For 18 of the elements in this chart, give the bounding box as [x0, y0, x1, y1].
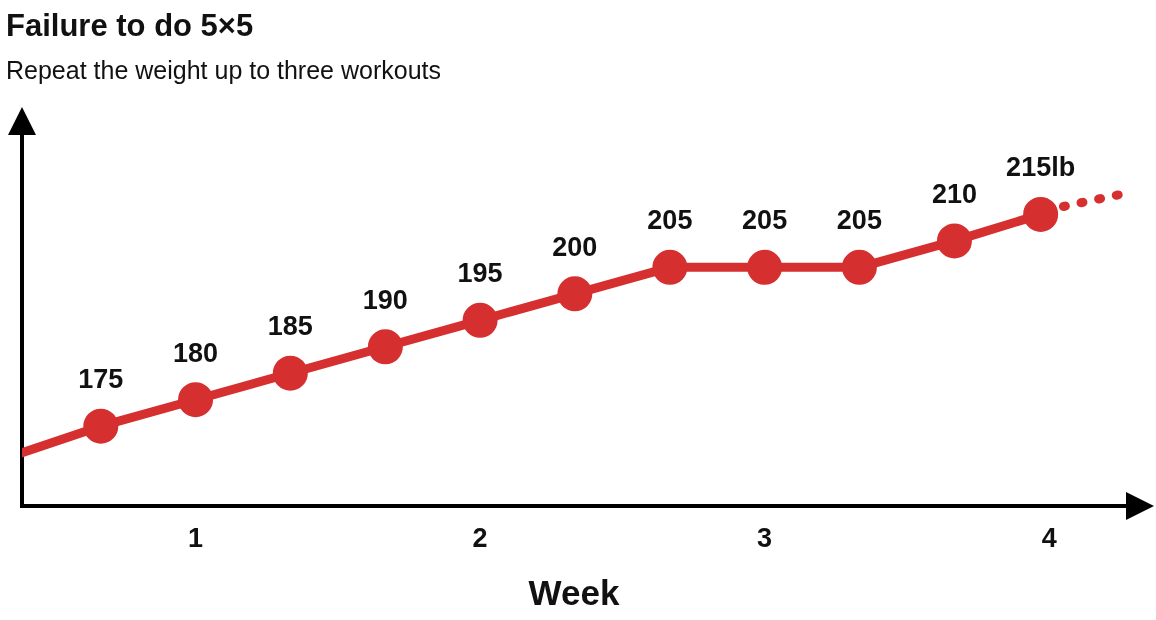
data-label: 190 [362, 284, 408, 315]
x-tick-label: 2 [472, 523, 488, 554]
data-label: 205 [647, 205, 693, 236]
chart-subtitle: Repeat the weight up to three workouts [6, 56, 441, 85]
data-label: 180 [173, 337, 219, 368]
x-tick-label: 1 [188, 523, 204, 554]
chart-title: Failure to do 5×5 [6, 8, 254, 44]
data-label: 205 [836, 205, 882, 236]
x-tick-label: 4 [1041, 523, 1057, 554]
data-label: 215lb [1006, 152, 1076, 183]
x-axis-title: Week [528, 572, 620, 612]
data-label: 210 [931, 178, 977, 209]
data-label: 185 [267, 311, 313, 342]
data-label: 205 [742, 205, 788, 236]
data-label: 195 [457, 258, 503, 289]
data-label: 175 [78, 364, 124, 395]
x-tick-label: 3 [757, 523, 773, 554]
data-label: 200 [552, 231, 598, 262]
